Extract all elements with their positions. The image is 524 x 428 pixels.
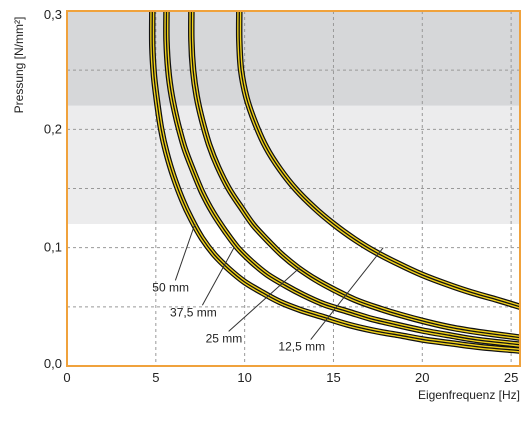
series-line-37-5-mm [165, 11, 520, 346]
annotation-leader-50-mm [174, 223, 196, 281]
y-tick-label-3: 0,3 [44, 7, 62, 22]
series-line-50-mm [151, 11, 520, 352]
pressure-bands [67, 11, 520, 224]
curves [148, 11, 520, 354]
x-axis-label: Eigenfrequenz [Hz] [418, 388, 520, 402]
annotations: 50 mm 37,5 mm 25 mm 12,5 mm [152, 223, 384, 354]
plot-border [66, 10, 521, 367]
band-1 [67, 11, 520, 106]
y-tick-label-1: 0,1 [44, 240, 62, 255]
series-line-25-mm [190, 11, 520, 339]
y-tick-label-2: 0,2 [44, 121, 62, 136]
x-tick-label-25: 25 [504, 370, 518, 385]
plot-frame [66, 10, 521, 367]
x-tick-label-5: 5 [152, 370, 159, 385]
x-tick-label-20: 20 [415, 370, 429, 385]
y-tick-label-0: 0,0 [44, 356, 62, 371]
series-50-mm [148, 11, 520, 354]
series-12-5-mm [235, 11, 520, 311]
series-line-12-5-mm [238, 11, 520, 308]
series-25-mm [188, 11, 520, 341]
band-0 [67, 105, 520, 224]
annotation-label-25-mm: 25 mm [206, 331, 243, 345]
x-tick-label-0: 0 [63, 370, 70, 385]
annotation-label-37-5-mm: 37,5 mm [170, 305, 217, 319]
annotation-leader-12-5-mm [310, 247, 384, 340]
series-37-5-mm [163, 11, 520, 348]
x-tick-label-10: 10 [237, 370, 251, 385]
annotation-leader-37-5-mm [201, 247, 235, 306]
x-tick-label-15: 15 [326, 370, 340, 385]
tick-labels: 0 5 10 15 20 25 0,0 0,1 0,2 0,3 [44, 7, 518, 385]
annotation-label-50-mm: 50 mm [152, 280, 189, 294]
annotation-label-12-5-mm: 12,5 mm [278, 340, 325, 354]
annotation-leader-25-mm [228, 267, 301, 332]
y-axis-label: Pressung [N/mm²] [12, 17, 26, 114]
